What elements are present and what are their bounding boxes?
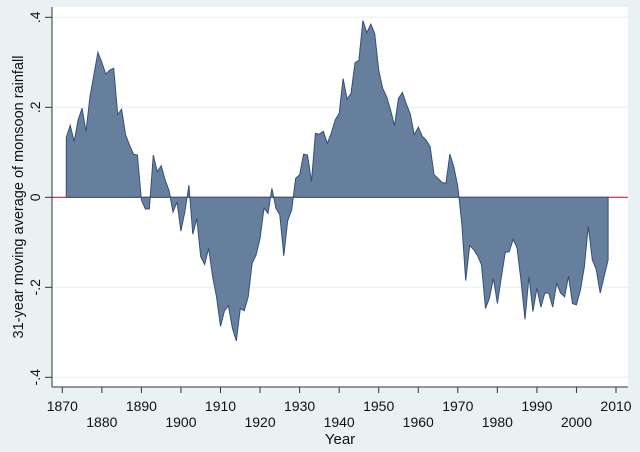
x-tick-label: 1910: [205, 398, 236, 414]
x-tick-label: 1970: [442, 398, 473, 414]
x-tick-label: 1950: [363, 398, 394, 414]
y-axis-ticks: -.4 -.2 0 .2 .4: [27, 11, 52, 385]
moving-average-area: [65, 20, 609, 342]
y-axis-title: 31-year moving average of monsoon rainfa…: [11, 56, 27, 339]
x-axis-title: Year: [325, 431, 355, 448]
y-tick-label: .4: [27, 11, 43, 23]
x-tick-label: 1990: [521, 398, 552, 414]
x-tick-label: 1930: [284, 398, 315, 414]
x-tick-label: 2000: [561, 414, 592, 430]
x-axis-ticks: 1870 1880 1890 1900 1910 1920 1930 1940 1950 1960…: [47, 387, 632, 430]
x-tick-label: 1870: [47, 398, 78, 414]
x-tick-label: 1980: [482, 414, 513, 430]
x-tick-label: 1890: [126, 398, 157, 414]
y-tick-label: -.2: [27, 279, 43, 296]
x-tick-label: 1920: [244, 414, 275, 430]
x-tick-label: 1880: [86, 414, 117, 430]
x-tick-label: 1900: [165, 414, 196, 430]
y-tick-label: .2: [27, 101, 43, 113]
y-tick-label: -.4: [27, 369, 43, 386]
x-tick-label: 2010: [600, 398, 631, 414]
x-tick-label: 1960: [403, 414, 434, 430]
y-tick-label: 0: [27, 193, 43, 201]
x-tick-label: 1940: [324, 414, 355, 430]
